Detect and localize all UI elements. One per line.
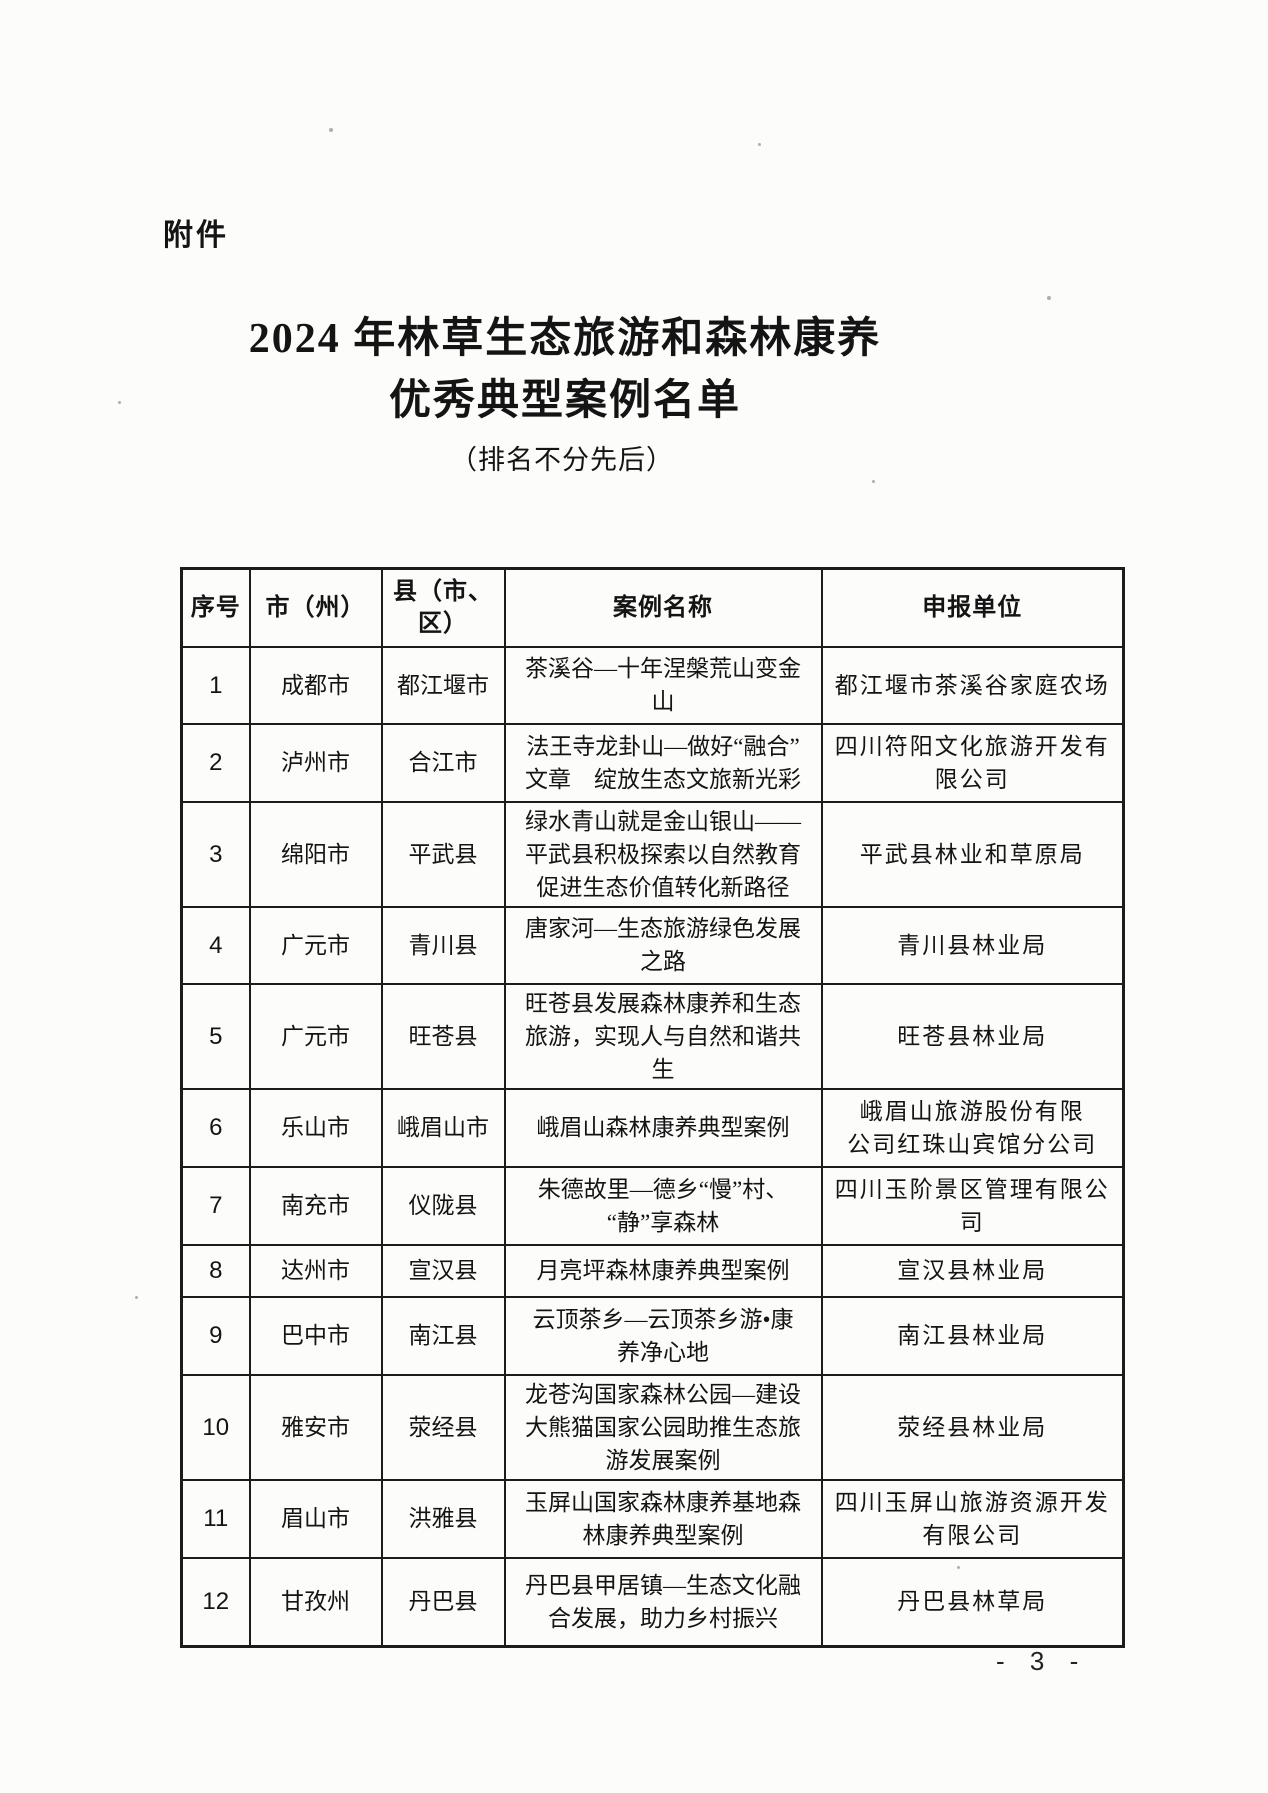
cases-table: 序号 市（州） 县（市、 区） 案例名称 申报单位 1 成都市 都江堰市 茶溪谷—十年…	[180, 567, 1125, 1648]
table-row: 2 泸州市 合江市 法王寺龙卦山—做好“融合” 文章 绽放生态文旅新光彩 四川符阳文化旅…	[180, 722, 1125, 803]
row-number-cell: 1	[180, 645, 251, 725]
city-cell: 乐山市	[248, 1087, 383, 1168]
table-row: 3 绵阳市 平武县 绿水青山就是金山银山—— 平武县积极探索以自然教育 促进生态价值转…	[180, 800, 1125, 908]
county-cell: 合江市	[380, 722, 506, 803]
county-cell: 旺苍县	[380, 982, 506, 1090]
unit-cell: 四川玉阶景区管理有限公 司	[820, 1165, 1125, 1246]
table-row: 12 甘孜州 丹巴县 丹巴县甲居镇—生态文化融 合发展，助力乡村振兴 丹巴县林草局	[180, 1556, 1125, 1648]
case-name-cell: 丹巴县甲居镇—生态文化融 合发展，助力乡村振兴	[503, 1556, 823, 1648]
county-cell: 都江堰市	[380, 645, 506, 725]
scan-speck	[957, 1566, 960, 1569]
table-row: 6 乐山市 峨眉山市 峨眉山森林康养典型案例 峨眉山旅游股份有限 公司红珠山宾馆分公司	[180, 1087, 1125, 1168]
table-row: 1 成都市 都江堰市 茶溪谷—十年涅槃荒山变金 山都江堰市茶溪谷家庭农场	[180, 645, 1125, 725]
county-cell: 仪陇县	[380, 1165, 506, 1246]
row-number-cell: 2	[180, 722, 251, 803]
unit-cell: 都江堰市茶溪谷家庭农场	[820, 645, 1125, 725]
case-name-cell: 峨眉山森林康养典型案例	[503, 1087, 823, 1168]
scan-speck	[118, 401, 121, 404]
row-number-cell: 5	[180, 982, 251, 1090]
case-name-cell: 月亮坪森林康养典型案例	[503, 1243, 823, 1298]
header-cell-county: 县（市、 区）	[380, 567, 506, 648]
city-cell: 眉山市	[248, 1478, 383, 1559]
document-title-line-2: 优秀典型案例名单	[388, 378, 741, 424]
row-number-cell: 3	[180, 800, 251, 908]
unit-cell: 峨眉山旅游股份有限 公司红珠山宾馆分公司	[820, 1087, 1125, 1168]
city-cell: 绵阳市	[248, 800, 383, 908]
scan-speck	[135, 1296, 138, 1299]
attachment-label: 附件	[163, 219, 229, 252]
scan-speck	[872, 480, 875, 483]
row-number-cell: 7	[180, 1165, 251, 1246]
unit-cell: 宣汉县林业局	[820, 1243, 1125, 1298]
row-number-cell: 6	[180, 1087, 251, 1168]
county-cell: 洪雅县	[380, 1478, 506, 1559]
case-name-cell: 旺苍县发展森林康养和生态 旅游，实现人与自然和谐共 生	[503, 982, 823, 1090]
header-cell-city: 市（州）	[248, 567, 383, 648]
row-number-cell: 10	[180, 1373, 251, 1481]
unit-cell: 四川符阳文化旅游开发有 限公司	[820, 722, 1125, 803]
city-cell: 成都市	[248, 645, 383, 725]
unit-cell: 荥经县林业局	[820, 1373, 1125, 1481]
scan-speck	[1047, 296, 1051, 300]
table-row: 8 达州市 宣汉县 月亮坪森林康养典型案例 宣汉县林业局	[180, 1243, 1125, 1298]
table-row: 9 巴中市 南江县 云顶茶乡—云顶茶乡游•康 养净心地 南江县林业局	[180, 1295, 1125, 1376]
header-row: 序号 市（州） 县（市、 区） 案例名称 申报单位	[180, 567, 1125, 648]
scan-speck	[758, 143, 761, 146]
unit-cell: 旺苍县林业局	[820, 982, 1125, 1090]
county-cell: 平武县	[380, 800, 506, 908]
county-cell: 荥经县	[380, 1373, 506, 1481]
city-cell: 雅安市	[248, 1373, 383, 1481]
county-cell: 南江县	[380, 1295, 506, 1376]
city-cell: 广元市	[248, 982, 383, 1090]
page-number: - 3 -	[996, 1646, 1088, 1676]
city-cell: 巴中市	[248, 1295, 383, 1376]
city-cell: 达州市	[248, 1243, 383, 1298]
row-number-cell: 4	[180, 905, 251, 985]
city-cell: 广元市	[248, 905, 383, 985]
county-cell: 峨眉山市	[380, 1087, 506, 1168]
case-name-cell: 朱德故里—德乡“慢”村、 “静”享森林	[503, 1165, 823, 1246]
row-number-cell: 9	[180, 1295, 251, 1376]
case-name-cell: 唐家河—生态旅游绿色发展 之路	[503, 905, 823, 985]
county-cell: 宣汉县	[380, 1243, 506, 1298]
scan-speck	[329, 128, 333, 132]
unit-cell: 四川玉屏山旅游资源开发 有限公司	[820, 1478, 1125, 1559]
unit-cell: 丹巴县林草局	[820, 1556, 1125, 1648]
table-row: 11 眉山市 洪雅县 玉屏山国家森林康养基地森 林康养典型案例 四川玉屏山旅游资源开发 …	[180, 1478, 1125, 1559]
table-row: 7 南充市 仪陇县 朱德故里—德乡“慢”村、 “静”享森林 四川玉阶景区管理有限公 司	[180, 1165, 1125, 1246]
case-name-cell: 绿水青山就是金山银山—— 平武县积极探索以自然教育 促进生态价值转化新路径	[503, 800, 823, 908]
unit-cell: 南江县林业局	[820, 1295, 1125, 1376]
case-name-cell: 龙苍沟国家森林公园—建设 大熊猫国家公园助推生态旅 游发展案例	[503, 1373, 823, 1481]
cases-table-body: 1 成都市 都江堰市 茶溪谷—十年涅槃荒山变金 山都江堰市茶溪谷家庭农场 2 泸州市 合江市…	[180, 645, 1125, 1648]
table-row: 5 广元市 旺苍县 旺苍县发展森林康养和生态 旅游，实现人与自然和谐共 生旺苍县林业局	[180, 982, 1125, 1090]
unit-cell: 平武县林业和草原局	[820, 800, 1125, 908]
case-name-cell: 法王寺龙卦山—做好“融合” 文章 绽放生态文旅新光彩	[503, 722, 823, 803]
document-title-line-1: 2024 年林草生态旅游和森林康养	[248, 316, 882, 362]
table-row: 4 广元市 青川县 唐家河—生态旅游绿色发展 之路 青川县林业局	[180, 905, 1125, 985]
case-name-cell: 茶溪谷—十年涅槃荒山变金 山	[503, 645, 823, 725]
case-name-cell: 云顶茶乡—云顶茶乡游•康 养净心地	[503, 1295, 823, 1376]
row-number-cell: 8	[180, 1243, 251, 1298]
city-cell: 甘孜州	[248, 1556, 383, 1648]
cases-table-header: 序号 市（州） 县（市、 区） 案例名称 申报单位	[180, 567, 1125, 648]
row-number-cell: 12	[180, 1556, 251, 1648]
header-cell-unit: 申报单位	[820, 567, 1125, 648]
row-number-cell: 11	[180, 1478, 251, 1559]
city-cell: 泸州市	[248, 722, 383, 803]
header-cell-case: 案例名称	[503, 567, 823, 648]
case-name-cell: 玉屏山国家森林康养基地森 林康养典型案例	[503, 1478, 823, 1559]
table-row: 10 雅安市 荥经县 龙苍沟国家森林公园—建设 大熊猫国家公园助推生态旅 游发展案例荥…	[180, 1373, 1125, 1481]
city-cell: 南充市	[248, 1165, 383, 1246]
scan-speck	[1018, 853, 1021, 856]
county-cell: 丹巴县	[380, 1556, 506, 1648]
county-cell: 青川县	[380, 905, 506, 985]
header-cell-number: 序号	[180, 567, 251, 648]
unit-cell: 青川县林业局	[820, 905, 1125, 985]
document-subtitle: （排名不分先后）	[450, 445, 674, 475]
